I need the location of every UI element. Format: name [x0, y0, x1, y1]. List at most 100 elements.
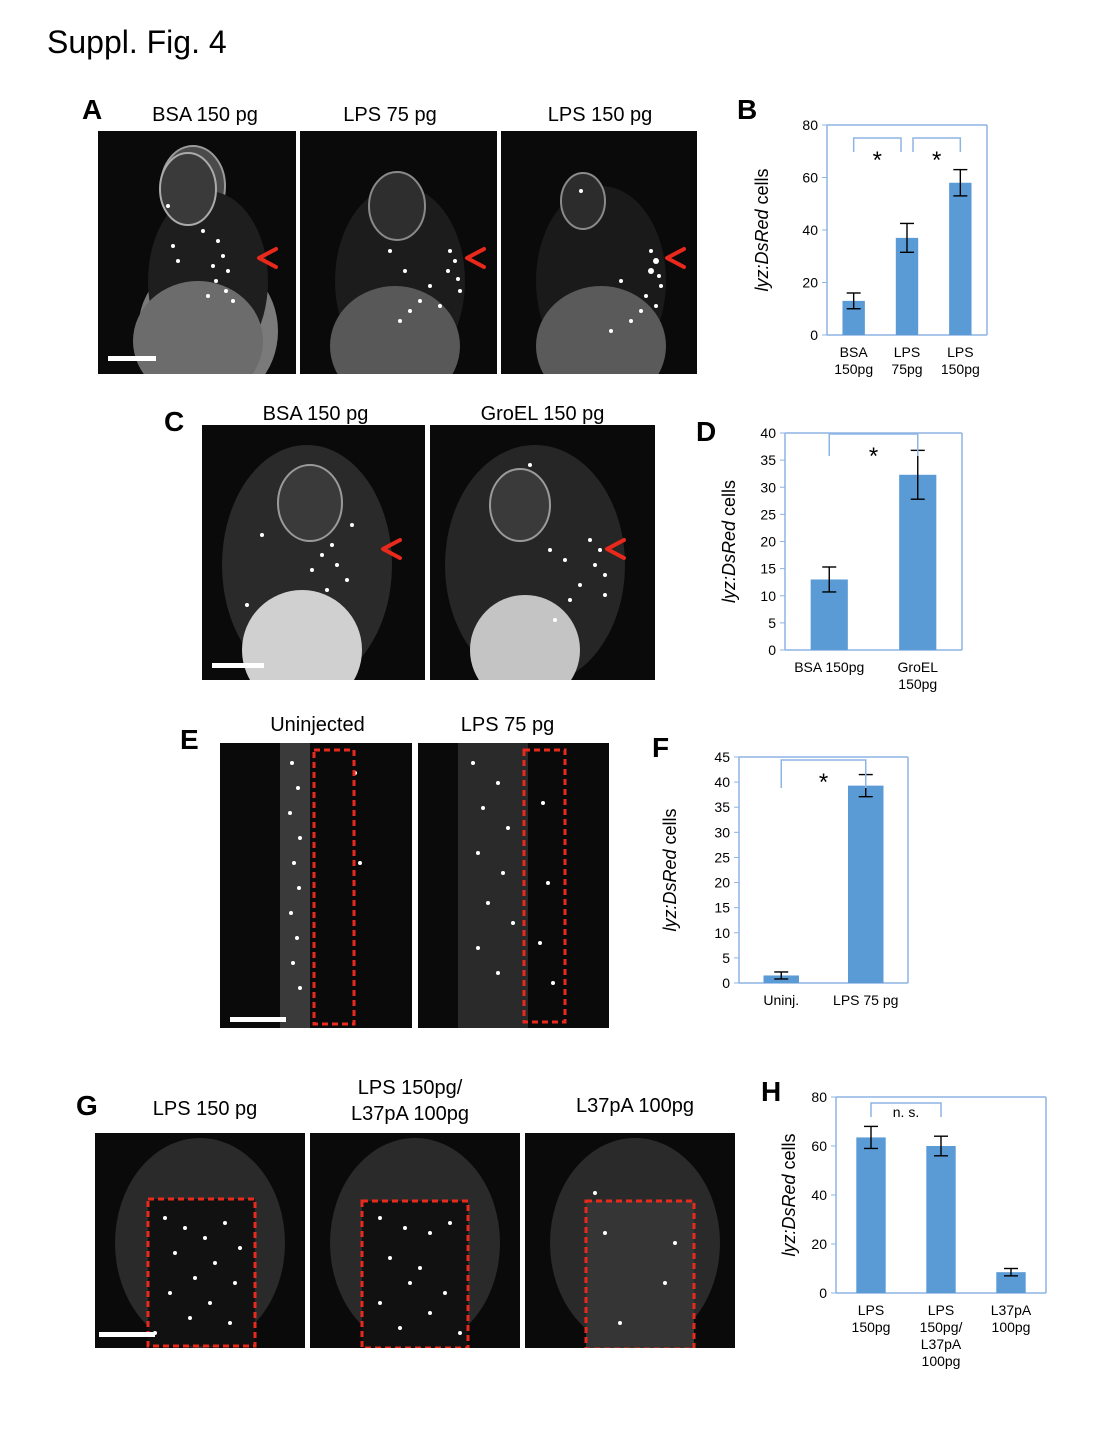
panel-c-title-2: GroEL 150 pg	[480, 403, 605, 425]
x-tick-label: L37pA	[921, 1336, 962, 1352]
significance-bracket	[870, 1102, 942, 1117]
y-tick-label: 20	[714, 875, 730, 891]
significance-bracket	[780, 759, 867, 788]
panel-label-a: A	[82, 94, 103, 125]
x-tick-label: L37pA	[991, 1302, 1032, 1318]
y-tick-label: 40	[802, 222, 818, 238]
y-tick-label: 10	[760, 588, 776, 604]
panel-a-image-bsa	[98, 131, 296, 374]
y-tick-label: 20	[811, 1236, 827, 1252]
panel-a-image-lps75	[300, 131, 497, 374]
arrow-icon-a3	[665, 247, 686, 269]
y-tick-label: 10	[714, 925, 730, 941]
panel-c-title-1: BSA 150 pg	[262, 403, 369, 425]
x-tick-label: 75pg	[891, 361, 922, 377]
panel-g-title-2: LPS 150pg/ L37pA 100pg	[351, 1077, 469, 1125]
x-tick-label: GroEL	[898, 659, 939, 675]
bar	[996, 1272, 1026, 1293]
figure-title: Suppl. Fig. 4	[47, 24, 227, 60]
panel-a-title-3: LPS 150 pg	[547, 104, 653, 126]
x-tick-label: 150pg	[852, 1319, 891, 1335]
y-tick-label: 35	[714, 799, 730, 815]
significance-label: *	[869, 443, 878, 470]
y-tick-label: 0	[768, 642, 776, 658]
arrow-icon-c2	[605, 538, 626, 560]
y-axis-label: lyz:DsRed cells	[752, 168, 772, 291]
significance-label: n. s.	[893, 1104, 919, 1120]
y-tick-label: 20	[760, 534, 776, 550]
y-tick-label: 0	[722, 975, 730, 991]
bar	[949, 182, 972, 335]
x-tick-label: LPS	[928, 1302, 954, 1318]
panel-g-image-l37pa	[525, 1133, 735, 1348]
x-tick-label: 150pg	[898, 676, 937, 692]
x-tick-label: Uninj.	[763, 992, 799, 1008]
x-tick-label: BSA	[840, 344, 869, 360]
panel-a-title-2: LPS 75 pg	[343, 104, 437, 126]
panel-label-f: F	[652, 732, 670, 763]
panel-label-b: B	[737, 94, 758, 125]
panel-g-image-lps-l37pa	[310, 1133, 520, 1348]
y-tick-label: 25	[760, 506, 776, 522]
y-tick-label: 60	[811, 1138, 827, 1154]
significance-label: *	[873, 147, 882, 174]
y-tick-label: 40	[811, 1187, 827, 1203]
bar	[848, 785, 884, 983]
panel-label-g: G	[76, 1090, 98, 1121]
y-tick-label: 5	[722, 950, 730, 966]
panel-a-image-lps150	[501, 131, 697, 374]
x-tick-label: 150pg	[941, 361, 980, 377]
bar	[856, 1137, 886, 1293]
x-tick-label: LPS 75 pg	[833, 992, 898, 1008]
x-tick-label: 150pg/	[920, 1319, 963, 1335]
x-tick-label: LPS	[858, 1302, 884, 1318]
y-tick-label: 60	[802, 170, 818, 186]
y-tick-label: 40	[714, 774, 730, 790]
x-tick-label: LPS	[947, 344, 973, 360]
y-tick-label: 35	[760, 452, 776, 468]
panel-e-title-2: LPS 75 pg	[460, 714, 555, 736]
y-tick-label: 15	[760, 561, 776, 577]
x-tick-label: 150pg	[834, 361, 873, 377]
bar	[895, 237, 919, 335]
y-tick-label: 80	[802, 117, 818, 133]
y-tick-label: 0	[819, 1285, 827, 1301]
panel-a-title-1: BSA 150 pg	[152, 104, 258, 126]
panel-g-title-1: LPS 150 pg	[152, 1098, 258, 1120]
y-tick-label: 15	[714, 900, 730, 916]
y-tick-label: 5	[768, 615, 776, 631]
significance-label: *	[932, 147, 941, 174]
panel-label-c: C	[164, 406, 185, 437]
significance-bracket	[828, 433, 919, 456]
significance-label: *	[819, 769, 828, 796]
arrow-icon-a2	[465, 247, 486, 269]
y-tick-label: 20	[802, 275, 818, 291]
panel-g-image-lps150	[95, 1133, 305, 1348]
x-tick-label: 100pg	[992, 1319, 1031, 1335]
panel-e-image-uninjected	[220, 743, 412, 1028]
x-tick-label: BSA 150pg	[794, 659, 864, 675]
y-tick-label: 30	[760, 479, 776, 495]
y-axis-label: lyz:DsRed cells	[719, 480, 739, 603]
y-tick-label: 0	[810, 327, 818, 343]
y-tick-label: 40	[760, 425, 776, 441]
arrow-icon-c1	[381, 538, 402, 560]
y-axis-label: lyz:DsRed cells	[779, 1133, 799, 1256]
panel-e-title-1: Uninjected	[270, 714, 365, 736]
panel-e-image-lps75	[418, 743, 609, 1028]
y-axis-label: lyz:DsRed cells	[660, 808, 680, 931]
panel-label-d: D	[696, 416, 717, 447]
y-tick-label: 45	[714, 749, 730, 765]
bar	[899, 474, 937, 650]
significance-bracket	[852, 137, 902, 152]
y-tick-label: 30	[714, 824, 730, 840]
y-tick-label: 25	[714, 849, 730, 865]
x-tick-label: LPS	[894, 344, 920, 360]
bar	[926, 1146, 956, 1293]
panel-label-e: E	[180, 724, 199, 755]
significance-bracket	[912, 137, 962, 152]
